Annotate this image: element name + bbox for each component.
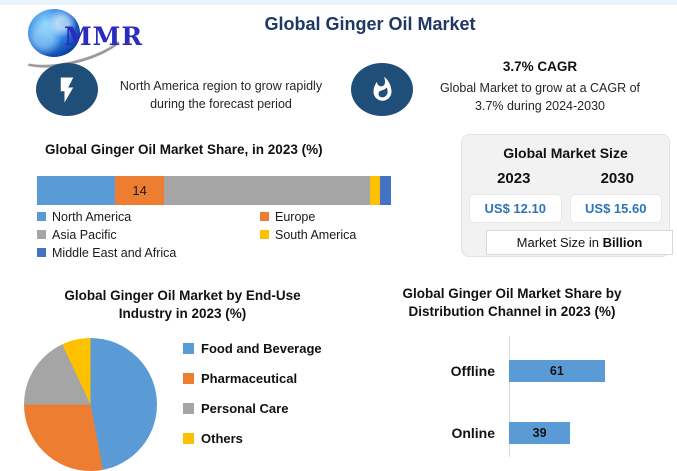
legend-swatch	[183, 433, 194, 444]
lightning-badge	[36, 63, 98, 116]
legend-item: Others	[183, 431, 322, 446]
legend-label: Europe	[275, 209, 316, 224]
legend-swatch	[260, 212, 269, 221]
market-size-title: Global Market Size	[503, 145, 628, 161]
logo-text: MMR	[64, 22, 144, 51]
cagr-text: Global Market to grow at a CAGR of 3.7% …	[439, 81, 641, 114]
page-title: Global Ginger Oil Market	[264, 14, 476, 34]
bar-row-offline: Offline 61	[385, 360, 670, 382]
stacked-segment-3	[164, 176, 370, 205]
market-size-values: US$ 12.10 US$ 15.60	[462, 194, 669, 223]
globe-icon	[28, 9, 80, 57]
bar-offline: 61	[509, 360, 605, 382]
distribution-title: Global Ginger Oil Market Share by Distri…	[402, 286, 622, 320]
top-strip	[0, 0, 677, 5]
bar-value-offline: 61	[549, 364, 564, 378]
legend-item: Asia Pacific	[37, 227, 260, 242]
value-2023: US$ 12.10	[469, 194, 562, 223]
stacked-segment-2: 14	[114, 176, 165, 205]
legend-label: Food and Beverage	[201, 341, 322, 356]
legend-label: Others	[201, 431, 243, 446]
stacked-segment-1	[37, 176, 115, 205]
legend-item: Middle East and Africa	[37, 245, 260, 260]
legend-item: Food and Beverage	[183, 341, 322, 356]
bar-online: 39	[509, 422, 571, 444]
value-2030: US$ 15.60	[569, 194, 662, 223]
note-unit: Billion	[602, 235, 643, 250]
flame-icon	[373, 76, 391, 101]
y-axis-line	[509, 336, 510, 457]
legend-label: South America	[275, 227, 357, 242]
category-label-offline: Offline	[450, 363, 495, 379]
market-share-stacked-bar: 14	[37, 176, 391, 205]
legend-swatch	[37, 248, 46, 257]
market-share-legend: North America Europe Asia Pacific South Ame…	[37, 209, 397, 260]
legend-label: Personal Care	[201, 401, 289, 416]
mmr-logo: MMR	[10, 6, 184, 78]
end-use-legend: Food and Beverage Pharmaceutical Personal …	[183, 341, 322, 446]
callout-north-america-text: North America region to grow rapidly dur…	[119, 79, 323, 112]
category-label-online: Online	[451, 425, 495, 441]
legend-swatch	[260, 230, 269, 239]
market-size-years: 2023 2030	[462, 170, 669, 187]
legend-label: Pharmaceutical	[201, 371, 298, 386]
legend-item: North America	[37, 209, 260, 224]
legend-swatch	[183, 343, 194, 354]
end-use-title: Global Ginger Oil Market by End-Use Indu…	[64, 288, 301, 322]
legend-swatch	[183, 373, 194, 384]
bar-row-online: Online 39	[385, 422, 670, 444]
stacked-segment-5	[380, 176, 391, 205]
legend-item: South America	[260, 227, 397, 242]
legend-swatch	[37, 212, 46, 221]
market-size-panel: Global Market Size 2023 2030 US$ 12.10 U…	[461, 134, 673, 257]
market-size-note: Market Size in Billion	[486, 230, 673, 255]
legend-item: Europe	[260, 209, 397, 224]
legend-label: North America	[52, 209, 132, 224]
market-share-title: Global Ginger Oil Market Share, in 2023 …	[45, 142, 323, 157]
legend-label: Asia Pacific	[52, 227, 117, 242]
lightning-icon	[60, 77, 74, 102]
bar-value-online: 39	[532, 426, 547, 440]
stacked-segment-4	[369, 176, 381, 205]
legend-item: Personal Care	[183, 401, 322, 416]
legend-swatch	[37, 230, 46, 239]
end-use-pie	[24, 338, 157, 471]
cagr-heading: 3.7% CAGR	[502, 59, 578, 74]
legend-swatch	[183, 403, 194, 414]
legend-item: Pharmaceutical	[183, 371, 322, 386]
year-2030-label: 2030	[600, 170, 634, 187]
year-2023-label: 2023	[497, 170, 531, 187]
legend-label: Middle East and Africa	[52, 245, 177, 260]
flame-badge	[351, 63, 413, 116]
note-prefix: Market Size in	[516, 235, 603, 250]
